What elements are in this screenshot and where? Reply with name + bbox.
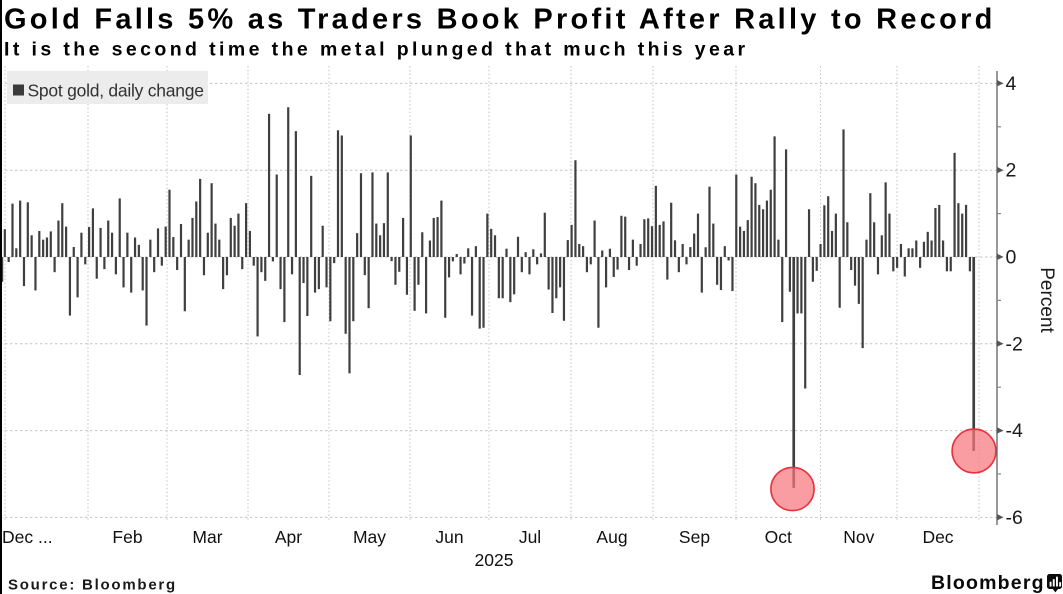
svg-text:It is the second time the meta: It is the second time the metal plunged … — [4, 39, 749, 61]
svg-text:Percent: Percent — [1036, 267, 1057, 333]
svg-text:Apr: Apr — [275, 527, 302, 547]
svg-text:Dec: Dec — [922, 527, 953, 547]
svg-text:Nov: Nov — [843, 527, 874, 547]
svg-text:Spot gold, daily change: Spot gold, daily change — [28, 81, 204, 101]
svg-text:-4: -4 — [1006, 420, 1023, 442]
svg-text:0: 0 — [1006, 247, 1017, 269]
svg-text:Dec ...: Dec ... — [2, 527, 53, 547]
svg-text:Mar: Mar — [192, 527, 222, 547]
svg-text:Sep: Sep — [679, 527, 710, 547]
svg-text:-6: -6 — [1006, 507, 1023, 529]
svg-text:Jul: Jul — [519, 527, 541, 547]
svg-text:-2: -2 — [1006, 333, 1023, 355]
svg-text:Feb: Feb — [112, 527, 142, 547]
svg-text:Bloomberg: Bloomberg — [931, 572, 1045, 594]
svg-text:Source: Bloomberg: Source: Bloomberg — [8, 577, 177, 594]
svg-text:Oct: Oct — [765, 527, 792, 547]
svg-text:Jun: Jun — [435, 527, 463, 547]
svg-text:Aug: Aug — [596, 527, 627, 547]
svg-text:2: 2 — [1006, 160, 1017, 182]
svg-text:4: 4 — [1006, 73, 1017, 95]
svg-text:2025: 2025 — [475, 550, 514, 570]
svg-text:Gold Falls 5% as Traders Book: Gold Falls 5% as Traders Book Profit Aft… — [4, 4, 996, 36]
svg-text:May: May — [353, 527, 386, 547]
